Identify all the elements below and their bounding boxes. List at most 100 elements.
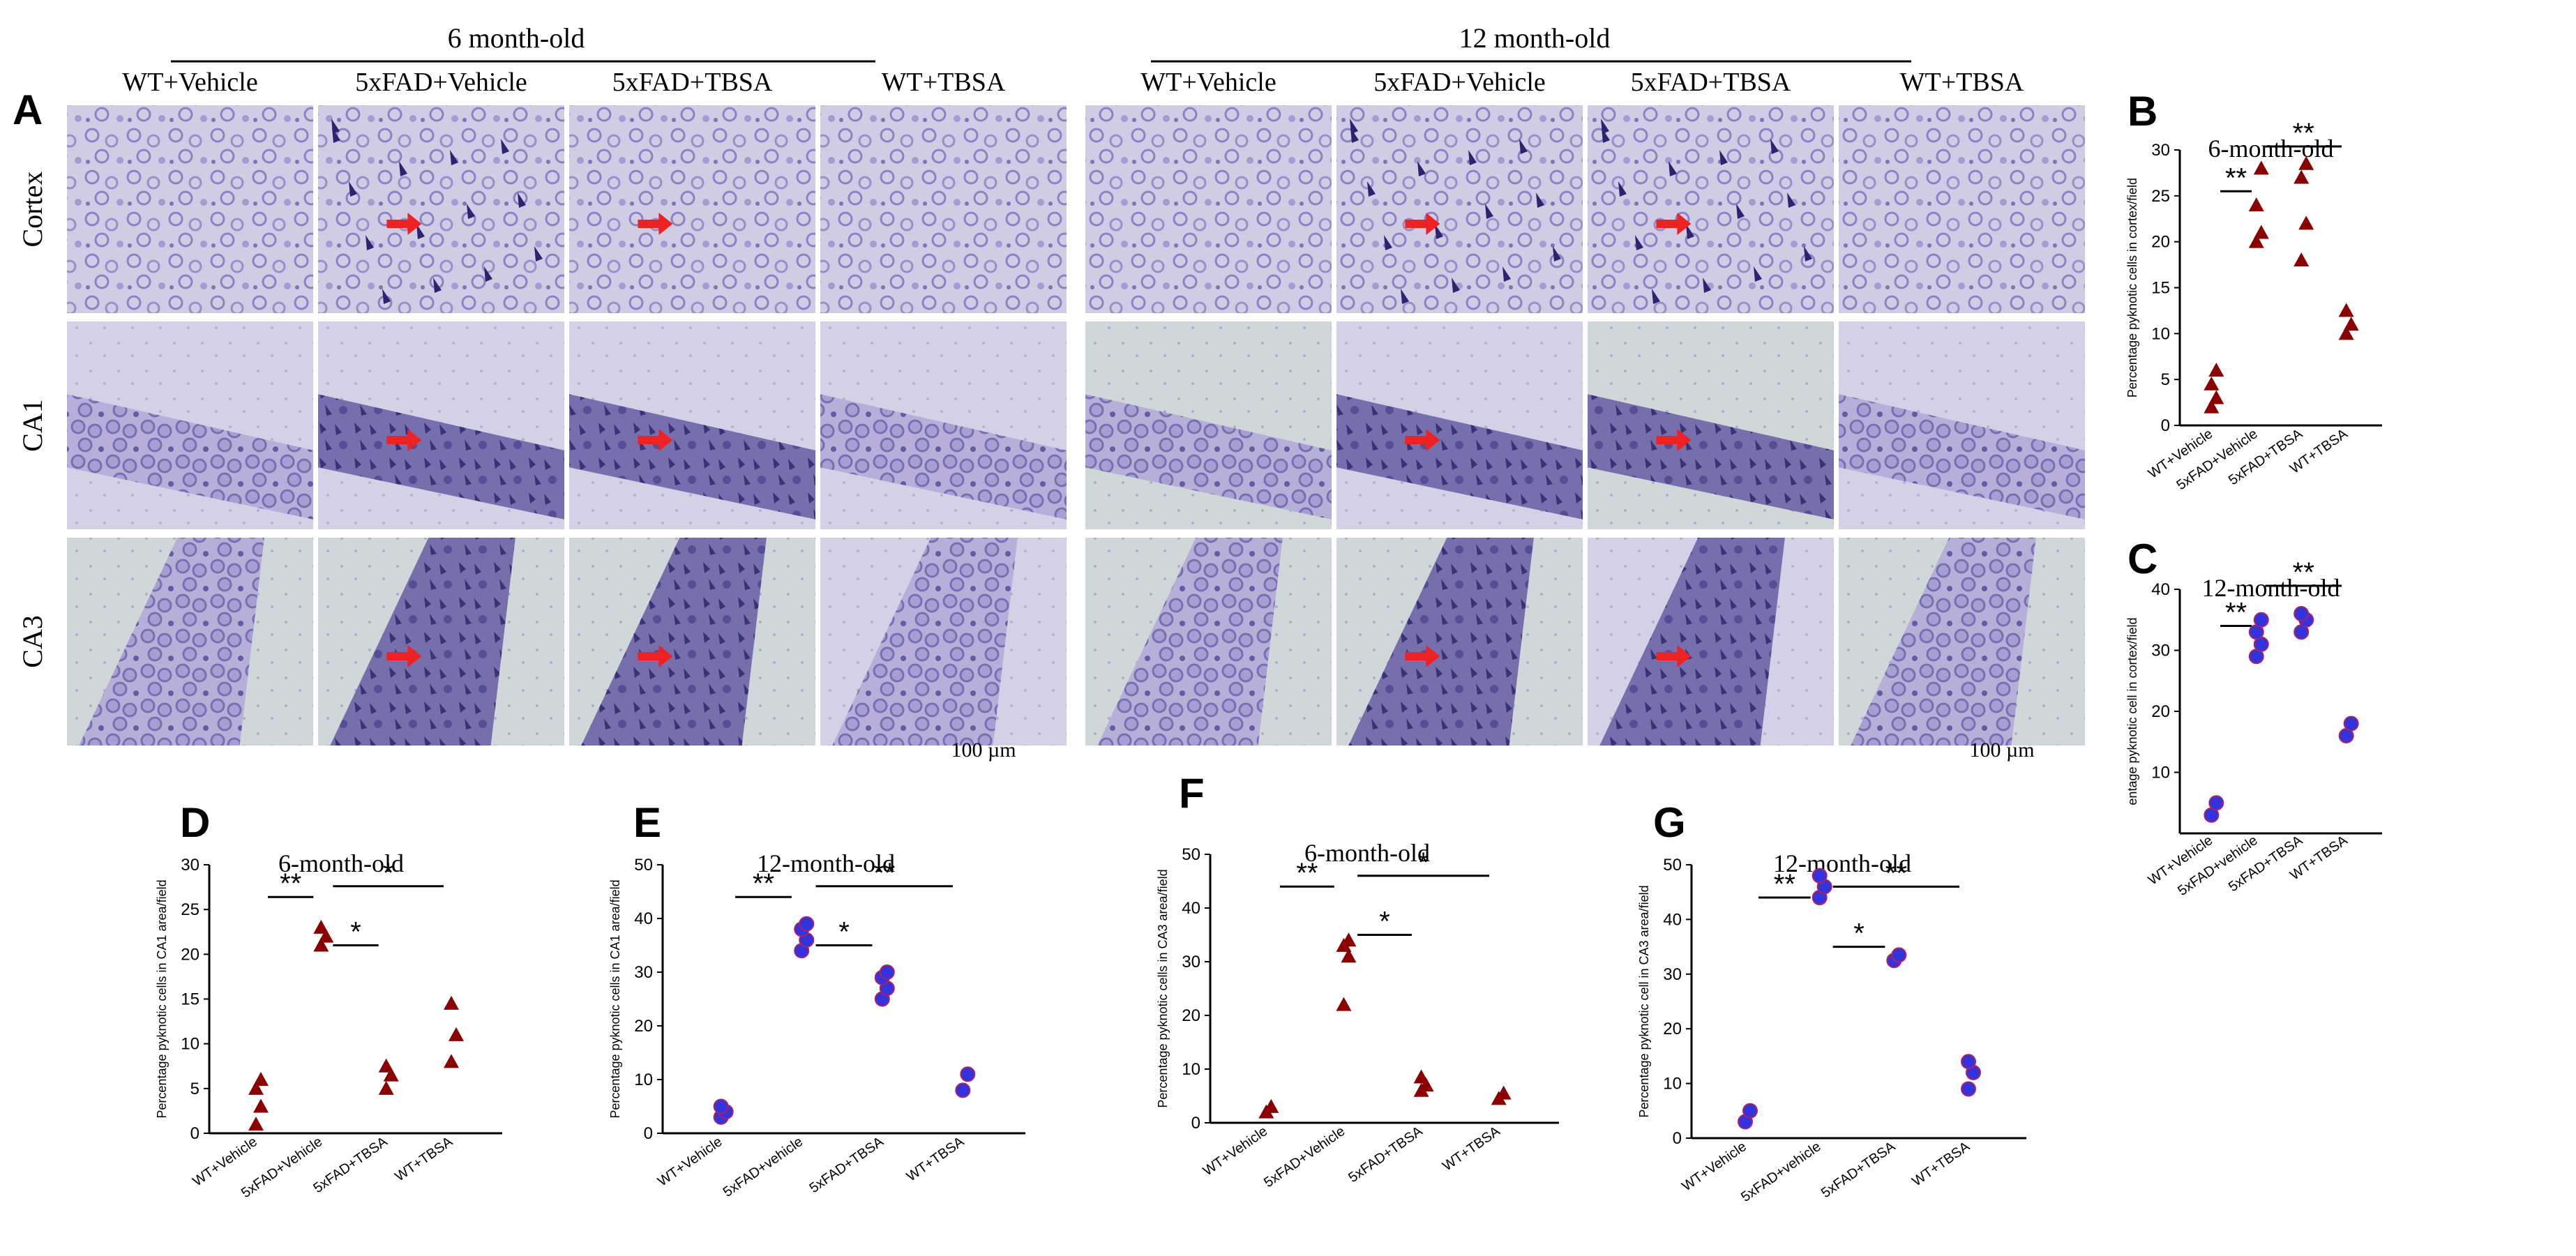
category-label: 5xFAD+TBSA: [1346, 1123, 1426, 1186]
y-tick-label: 50: [1663, 856, 1682, 875]
pyknotic-cell: [1686, 224, 1694, 239]
y-tick-label: 10: [1663, 1075, 1682, 1094]
ca3-cell-layer: [1097, 537, 1283, 746]
ca1-cell-layer: [820, 394, 1067, 520]
region-label-ca1: CA1: [17, 399, 48, 452]
data-point: [2208, 390, 2224, 404]
pyknotic-cell: [1804, 246, 1812, 262]
pyknotic-cell: [1384, 235, 1392, 250]
y-tick-label: 15: [2151, 279, 2170, 298]
data-point: [879, 964, 895, 980]
micrograph-tile: [819, 320, 1068, 531]
significance-marker: *: [1418, 847, 1429, 878]
micrograph-border: [66, 320, 315, 531]
red-arrow-icon: [386, 429, 422, 451]
pyknotic-cell: [450, 150, 458, 165]
significance-marker: **: [2293, 557, 2314, 588]
ca1-cell-layer: [66, 394, 314, 520]
panel-letter-b: B: [2127, 88, 2157, 135]
significance-marker: **: [1774, 869, 1795, 900]
y-axis-label: entage pyknotic cell in cortex/field: [2125, 617, 2139, 805]
micrograph-tile: [819, 104, 1068, 315]
data-point: [799, 916, 815, 932]
condition-label: 5xFAD+Vehicle: [1373, 68, 1546, 97]
pyknotic-cell: [399, 161, 407, 176]
micrograph-image: [1336, 105, 1583, 314]
micrograph-border: [317, 104, 566, 315]
chart-title: 12-month-old: [1773, 849, 1911, 877]
pyknotic-cell: [416, 224, 425, 239]
micrograph-image: [568, 105, 816, 314]
category-label: 5xFAD+TBSA: [807, 1134, 887, 1196]
pyknotic-cell: [1502, 266, 1511, 282]
y-tick-label: 30: [181, 856, 199, 875]
significance-marker: **: [280, 868, 301, 899]
pyknotic-cell: [1719, 150, 1728, 165]
data-point: [2208, 363, 2224, 377]
significance-marker: **: [2225, 598, 2247, 628]
data-point: [1961, 1054, 1976, 1070]
data-point: [1961, 1081, 1976, 1097]
y-tick-label: 20: [181, 945, 199, 964]
panel-letter-c: C: [2127, 536, 2157, 582]
data-point: [313, 937, 329, 952]
pyknotic-cell: [332, 128, 340, 143]
data-point: [2248, 234, 2264, 248]
micrograph-tile: [1837, 320, 2086, 531]
significance-marker: *: [838, 917, 850, 948]
micrograph-border: [66, 104, 315, 315]
micrograph-image: [1838, 105, 2086, 314]
data-point: [313, 919, 329, 934]
pyknotic-cell: [1435, 224, 1443, 239]
data-point: [1336, 997, 1352, 1011]
pyknotic-cell: [366, 235, 374, 250]
micrograph-border: [1837, 536, 2086, 747]
chart-title: 12-month-old: [2202, 574, 2340, 602]
chart-c: 10 20 30 40 entage pyknotic cell in cortex/f…: [2125, 557, 2382, 899]
ca3-cell-layer: [831, 537, 1018, 746]
ca3-cell-layer: [1850, 537, 2036, 746]
micrograph-tile: [568, 320, 817, 531]
data-point: [1413, 1069, 1429, 1084]
data-point: [444, 1054, 459, 1068]
y-tick-label: 50: [634, 856, 653, 875]
category-label: 5xFAD+TBSA: [1818, 1139, 1899, 1201]
red-arrow-icon: [1405, 429, 1440, 451]
data-point: [378, 1058, 394, 1073]
data-point: [383, 1067, 399, 1082]
condition-label: 5xFAD+Vehicle: [355, 68, 527, 97]
red-arrow-icon: [386, 645, 422, 667]
chart-d: 0 5 10 15 20 25 30 Percentage pyknotic cells in…: [155, 849, 502, 1201]
micrograph-image: [1085, 105, 1332, 314]
category-label: 5xFAD+vehicle: [721, 1134, 806, 1200]
ca1-cell-layer: [1336, 394, 1583, 520]
ca1-cell-layer: [317, 394, 565, 520]
micrograph-border: [1335, 320, 1584, 531]
category-label: WT+TBSA: [1440, 1123, 1503, 1174]
micrograph-image: [820, 105, 1067, 314]
y-tick-label: 0: [2161, 416, 2170, 435]
y-tick-label: 0: [190, 1124, 199, 1143]
micrograph-border: [1084, 104, 1333, 315]
micrograph-tile: [1586, 104, 1835, 315]
y-tick-label: 15: [181, 990, 199, 1009]
micrograph-tile: [1586, 536, 1835, 747]
micrograph-border: [1335, 536, 1584, 747]
red-arrow-icon: [1656, 429, 1692, 451]
data-point: [2298, 215, 2314, 230]
pyknotic-cell: [349, 181, 357, 197]
pyknotic-cell: [1618, 181, 1627, 197]
pyknotic-cell: [534, 246, 543, 262]
y-tick-label: 30: [1182, 953, 1200, 971]
scale-bar-label: 100 µm: [951, 739, 1016, 762]
data-point: [955, 1082, 971, 1098]
micrograph-tile: [1084, 536, 1333, 747]
y-tick-label: 40: [2151, 580, 2170, 599]
pyknotic-cell: [1703, 278, 1711, 293]
micrograph-tile: [819, 536, 1068, 747]
red-arrow-icon: [1405, 213, 1440, 235]
panel-letter-f: F: [1179, 770, 1205, 817]
data-point: [2248, 197, 2264, 211]
y-tick-label: 30: [2151, 141, 2170, 160]
